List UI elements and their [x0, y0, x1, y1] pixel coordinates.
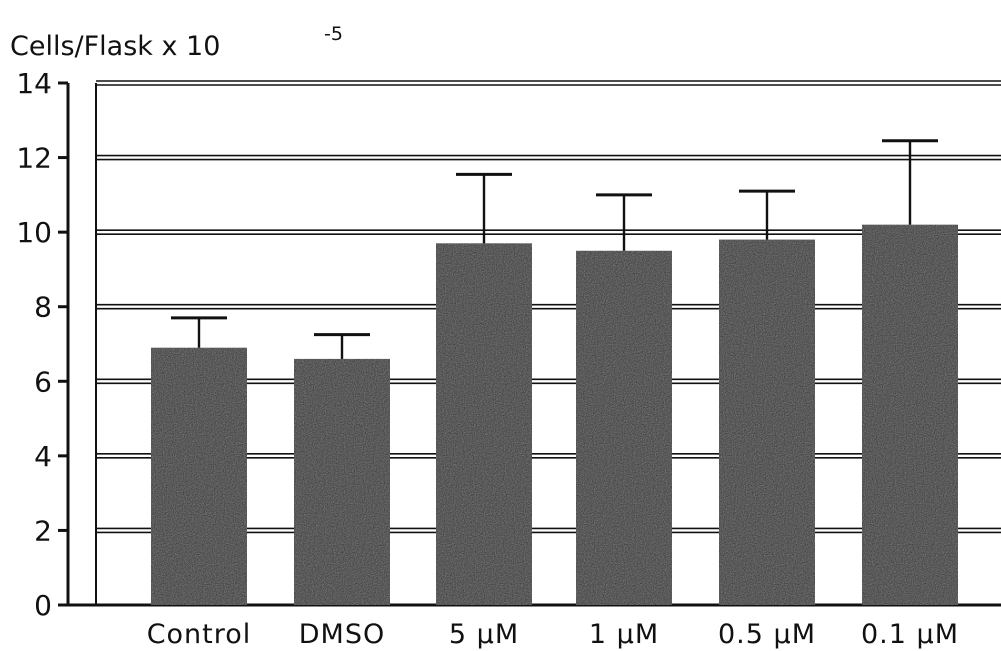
bar-1-m — [576, 250, 672, 606]
y-tick-label: 6 — [34, 365, 52, 398]
bar-0-1-m — [862, 224, 958, 605]
y-tick-label: 4 — [34, 440, 52, 473]
y-tick-label: 8 — [34, 291, 52, 324]
y-tick-label: 14 — [16, 67, 52, 100]
x-tick-label: DMSO — [299, 619, 385, 650]
x-tick-label: 0.5 µM — [718, 619, 816, 650]
bar-dmso — [294, 358, 390, 605]
bars — [151, 224, 958, 606]
x-tick-labels: Control DMSO 5 µM 1 µM 0.5 µM 0.1 µM — [147, 619, 959, 650]
y-axis-label: Cells/Flask x 10 — [10, 31, 220, 62]
y-tick-label: 2 — [34, 514, 52, 547]
x-tick-label: 5 µM — [449, 619, 519, 650]
y-tick-label: 10 — [16, 216, 52, 249]
y-tick-labels: 0 2 4 6 8 10 12 14 — [16, 67, 68, 622]
y-tick-label: 0 — [34, 589, 52, 622]
y-axis-label-exponent: -5 — [324, 23, 343, 45]
x-tick-label: 1 µM — [589, 619, 659, 650]
y-tick-label: 12 — [16, 142, 52, 175]
bar-5-m — [436, 243, 532, 606]
x-tick-label: 0.1 µM — [861, 619, 959, 650]
error-bars — [171, 139, 938, 359]
bar-control — [151, 347, 247, 605]
bar-0-5-m — [719, 239, 815, 605]
x-tick-label: Control — [147, 619, 252, 650]
